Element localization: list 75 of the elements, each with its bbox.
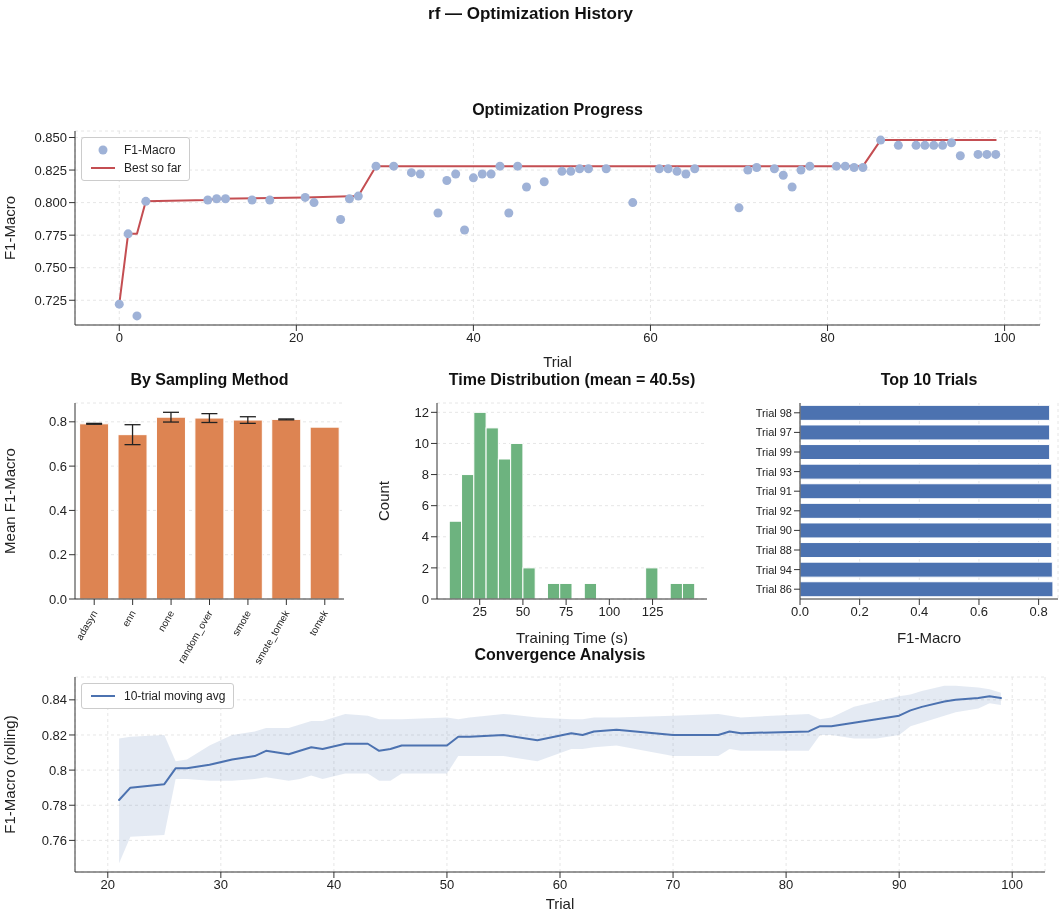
y-tick-label: 0.82 bbox=[41, 727, 67, 743]
y-tick-label: Trial 86 bbox=[755, 583, 792, 596]
x-tick-label: 80 bbox=[778, 877, 794, 893]
chart-title: Top 10 Trials bbox=[879, 371, 979, 389]
y-tick-label: 0.78 bbox=[41, 797, 67, 813]
x-tick-label: 20 bbox=[100, 877, 116, 893]
y-tick-label: 0.8 bbox=[48, 762, 67, 778]
x-tick-label: 40 bbox=[326, 877, 342, 893]
x-axis-title: F1-Macro bbox=[896, 629, 962, 646]
y-tick-label: 0.6 bbox=[48, 458, 67, 474]
y-tick-label: 0.750 bbox=[34, 260, 67, 276]
y-axis-title: Count bbox=[375, 480, 393, 522]
x-tick-label: 100 bbox=[993, 330, 1016, 346]
x-tick-label: 50 bbox=[515, 604, 531, 620]
y-tick-label: Trial 91 bbox=[755, 485, 792, 498]
y-tick-label: 8 bbox=[421, 467, 429, 483]
y-tick-label: 0.84 bbox=[41, 692, 67, 708]
x-tick-label: 70 bbox=[665, 877, 681, 893]
x-axis-title: Trial bbox=[543, 353, 572, 370]
y-axis-title: Mean F1-Macro bbox=[1, 448, 19, 554]
x-tick-label: 80 bbox=[820, 330, 835, 346]
legend-label: Best so far bbox=[124, 160, 182, 177]
y-tick-label: Trial 94 bbox=[755, 563, 792, 576]
x-tick-label: 0.8 bbox=[1029, 604, 1048, 620]
y-tick-label: 0.76 bbox=[41, 832, 67, 848]
y-tick-label: 0.850 bbox=[34, 130, 67, 146]
y-tick-label: Trial 99 bbox=[755, 445, 792, 458]
chart-title: Optimization Progress bbox=[471, 101, 644, 119]
y-tick-label: 6 bbox=[421, 498, 429, 514]
x-tick-label: 50 bbox=[439, 877, 455, 893]
x-tick-label: 25 bbox=[472, 604, 487, 620]
y-tick-label: 0.4 bbox=[48, 503, 67, 519]
chart-title: Convergence Analysis bbox=[474, 646, 646, 663]
y-tick-label: 0.0 bbox=[48, 591, 67, 607]
x-tick-label: enn bbox=[119, 608, 138, 629]
x-tick-label: 75 bbox=[558, 604, 574, 620]
text: rf — Optimization History bbox=[427, 4, 634, 24]
y-tick-label: 0.800 bbox=[34, 195, 67, 211]
x-axis-title: Trial bbox=[545, 895, 575, 912]
x-tick-label: 100 bbox=[598, 604, 621, 620]
x-tick-label: 40 bbox=[466, 330, 481, 346]
y-tick-label: 0 bbox=[421, 591, 429, 607]
y-tick-label: 4 bbox=[421, 529, 429, 545]
legend-label: F1-Macro bbox=[124, 142, 176, 159]
y-tick-label: 10 bbox=[414, 436, 429, 452]
y-tick-label: 0.2 bbox=[48, 547, 67, 563]
x-tick-label: 0.6 bbox=[969, 604, 988, 620]
y-tick-label: Trial 90 bbox=[755, 524, 792, 537]
x-tick-label: 0.4 bbox=[910, 604, 929, 620]
y-tick-label: 12 bbox=[414, 404, 429, 420]
y-tick-label: Trial 88 bbox=[755, 543, 792, 556]
y-tick-label: 0.725 bbox=[34, 292, 67, 308]
y-tick-label: 0.775 bbox=[34, 227, 67, 243]
y-tick-label: Trial 93 bbox=[755, 465, 792, 478]
y-axis-title: F1-Macro bbox=[1, 195, 19, 261]
x-tick-label: 30 bbox=[213, 877, 229, 893]
chart-title: By Sampling Method bbox=[129, 371, 290, 389]
x-tick-label: 90 bbox=[891, 877, 907, 893]
y-tick-label: 2 bbox=[421, 560, 429, 576]
x-tick-label: 0.2 bbox=[850, 604, 869, 620]
x-tick-label: 100 bbox=[1001, 877, 1024, 893]
y-tick-label: 0.825 bbox=[34, 162, 67, 178]
legend-label: 10-trial moving avg bbox=[124, 688, 226, 705]
x-tick-label: 60 bbox=[552, 877, 568, 893]
y-tick-label: 0.8 bbox=[48, 414, 67, 430]
x-tick-label: 125 bbox=[641, 604, 664, 620]
x-tick-label: 0 bbox=[115, 330, 123, 346]
y-tick-label: Trial 92 bbox=[755, 504, 792, 517]
y-tick-label: Trial 98 bbox=[755, 406, 792, 419]
chart-title: Time Distribution (mean = 40.5s) bbox=[447, 371, 697, 389]
y-axis-title: F1-Macro (rolling) bbox=[1, 715, 19, 834]
x-tick-label: 20 bbox=[289, 330, 304, 346]
x-tick-label: 60 bbox=[643, 330, 658, 346]
y-tick-label: Trial 97 bbox=[755, 426, 792, 439]
x-tick-label: 0.0 bbox=[790, 604, 810, 620]
